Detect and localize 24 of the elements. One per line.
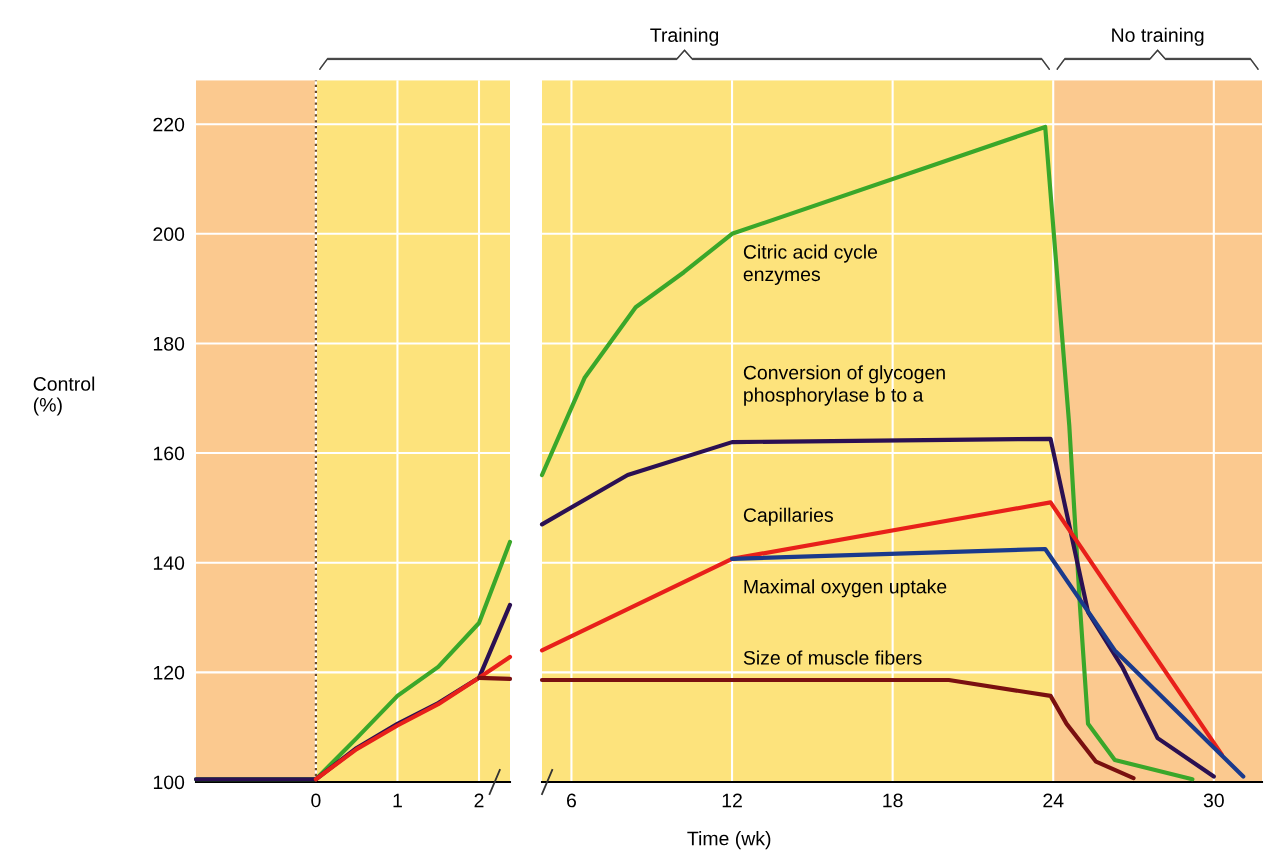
x-tick-label: 0 <box>311 793 321 808</box>
y-tick-label: 180 <box>153 336 185 351</box>
x-tick-label: 24 <box>1043 793 1064 808</box>
series-label: Citric acid cycle enzymes <box>743 244 878 285</box>
y-tick-label: 220 <box>153 117 185 132</box>
x-tick-label: 1 <box>393 793 402 808</box>
y-tick-label: 200 <box>153 227 185 242</box>
y-tick-label: 140 <box>153 556 185 570</box>
x-axis-title: Time (wk) <box>687 831 771 850</box>
x-tick-label: 6 <box>567 793 576 808</box>
series-label: Size of muscle fibers <box>743 650 922 665</box>
y-tick-label: 120 <box>153 665 185 680</box>
series-label: Capillaries <box>743 507 833 526</box>
x-tick-label: 12 <box>722 793 742 808</box>
x-tick-label: 30 <box>1203 793 1224 808</box>
x-tick-label: 2 <box>474 793 484 808</box>
x-tick-label: 18 <box>883 793 903 808</box>
band-label: No training <box>1112 27 1204 46</box>
series-label: Conversion of glycogen phosphorylase b to a <box>743 365 945 406</box>
series-label: Maximal oxygen uptake <box>744 579 947 598</box>
band-label: Training <box>650 27 719 46</box>
y-axis-title: Control (%) <box>33 376 95 416</box>
y-tick-label: 160 <box>153 446 185 461</box>
y-tick-label: 100 <box>153 775 185 790</box>
